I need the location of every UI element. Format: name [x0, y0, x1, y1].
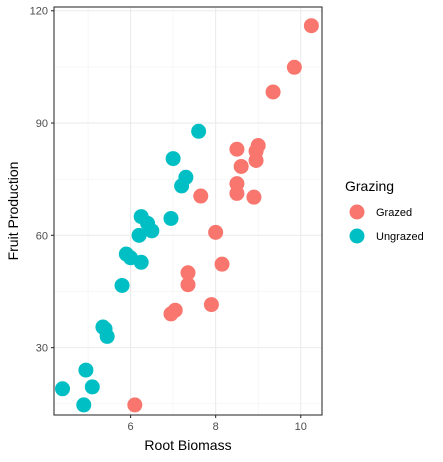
- x-tick-label: 6: [128, 421, 134, 433]
- legend-label-grazed: Grazed: [376, 207, 412, 219]
- x-tick-label: 10: [295, 421, 307, 433]
- legend-items: Grazed Ungrazed: [349, 204, 424, 244]
- point-ungrazed: [163, 210, 179, 226]
- point-ungrazed: [78, 362, 94, 378]
- point-grazed: [248, 152, 264, 168]
- y-tick-label: 60: [36, 230, 48, 242]
- point-ungrazed: [144, 223, 160, 239]
- legend: Grazing Grazed Ungrazed: [345, 178, 424, 244]
- y-tick-label: 30: [36, 343, 48, 355]
- point-grazed: [229, 141, 245, 157]
- point-ungrazed: [55, 381, 71, 397]
- legend-key-ungrazed: [349, 228, 365, 244]
- plot-points: [55, 18, 319, 413]
- point-grazed: [167, 302, 183, 318]
- point-grazed: [180, 265, 196, 281]
- point-ungrazed: [97, 321, 113, 337]
- point-ungrazed: [131, 227, 147, 243]
- point-grazed: [203, 297, 219, 313]
- point-grazed: [233, 158, 249, 174]
- point-grazed: [208, 224, 224, 240]
- point-grazed: [250, 137, 266, 153]
- y-tick-label: 90: [36, 118, 48, 130]
- axis-ticks: [51, 10, 302, 418]
- x-tick-label: 8: [213, 421, 219, 433]
- point-ungrazed: [178, 169, 194, 185]
- point-grazed: [193, 188, 209, 204]
- point-grazed: [214, 256, 230, 272]
- legend-label-ungrazed: Ungrazed: [376, 231, 424, 243]
- point-grazed: [246, 189, 262, 205]
- point-grazed: [303, 18, 319, 34]
- y-tick-label: 120: [30, 6, 48, 18]
- plot-panel-border: [53, 6, 323, 416]
- legend-key-grazed: [349, 204, 365, 220]
- point-grazed: [286, 59, 302, 75]
- y-axis-title: Fruit Production: [5, 162, 21, 261]
- point-ungrazed: [84, 379, 100, 395]
- point-grazed: [127, 397, 143, 413]
- point-ungrazed: [191, 123, 207, 139]
- legend-title: Grazing: [345, 178, 394, 194]
- tick-labels: 6 8 10 30 60 90 120: [30, 6, 307, 433]
- point-ungrazed: [114, 277, 130, 293]
- point-grazed: [180, 277, 196, 293]
- point-ungrazed: [133, 254, 149, 270]
- point-ungrazed: [76, 397, 92, 413]
- point-ungrazed: [165, 151, 181, 167]
- point-grazed: [265, 84, 281, 100]
- point-grazed: [229, 185, 245, 201]
- plot-grid: [54, 7, 322, 415]
- x-axis-title: Root Biomass: [144, 437, 231, 453]
